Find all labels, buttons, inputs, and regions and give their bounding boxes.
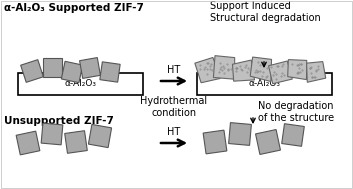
Polygon shape — [203, 130, 227, 154]
Polygon shape — [288, 60, 307, 80]
Polygon shape — [65, 131, 87, 153]
Polygon shape — [282, 124, 304, 146]
Text: α-Al₂O₃: α-Al₂O₃ — [65, 80, 96, 88]
Polygon shape — [61, 61, 83, 83]
Text: Hydrothermal
condition: Hydrothermal condition — [140, 96, 208, 118]
Polygon shape — [42, 57, 61, 77]
Polygon shape — [195, 57, 220, 83]
Polygon shape — [21, 60, 43, 82]
Text: No degradation
of the structure: No degradation of the structure — [258, 101, 334, 123]
Bar — [197, 73, 332, 95]
Text: Support Induced
Structural degradation: Support Induced Structural degradation — [210, 1, 321, 23]
Text: HT: HT — [167, 65, 181, 75]
Polygon shape — [88, 124, 112, 148]
Polygon shape — [250, 57, 271, 81]
Polygon shape — [269, 61, 292, 84]
Text: α-Al₂O₃: α-Al₂O₃ — [249, 80, 281, 88]
Polygon shape — [16, 131, 40, 155]
Text: α-Al₂O₃ Supported ZIF-7: α-Al₂O₃ Supported ZIF-7 — [4, 3, 144, 13]
Polygon shape — [233, 60, 255, 81]
Polygon shape — [214, 56, 235, 79]
Polygon shape — [79, 58, 100, 78]
Polygon shape — [41, 123, 63, 145]
Polygon shape — [307, 62, 326, 82]
Polygon shape — [100, 62, 120, 82]
Polygon shape — [229, 123, 251, 145]
Bar — [18, 73, 143, 95]
Text: HT: HT — [167, 127, 181, 137]
Polygon shape — [256, 129, 280, 154]
Text: Unsupported ZIF-7: Unsupported ZIF-7 — [4, 116, 114, 126]
